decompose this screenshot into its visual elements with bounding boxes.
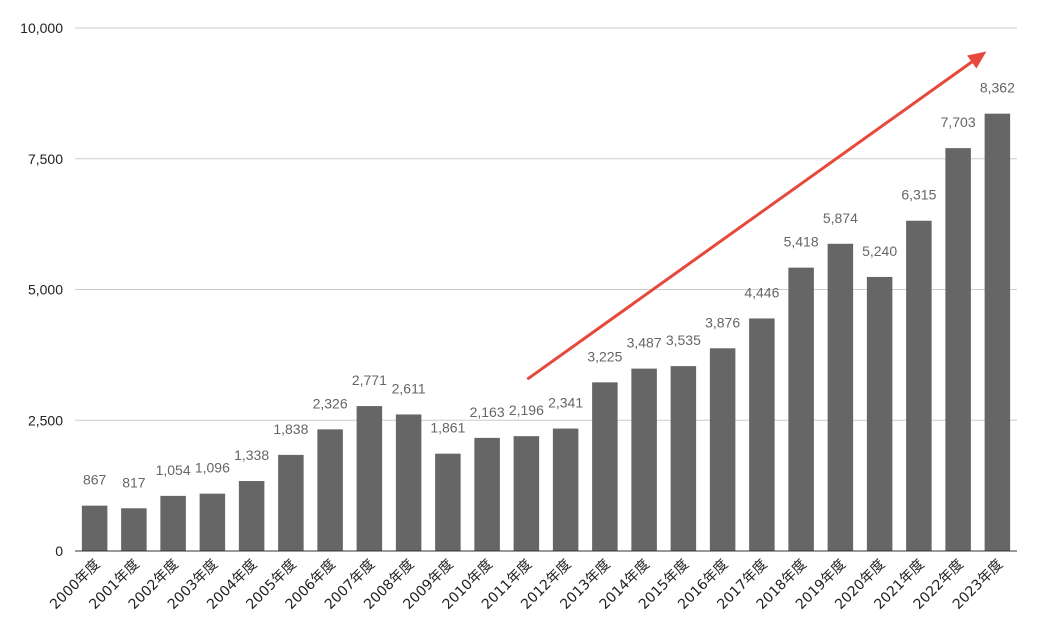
value-label: 1,338 bbox=[234, 447, 269, 463]
bar bbox=[435, 453, 461, 551]
bar bbox=[827, 243, 854, 551]
value-label: 3,535 bbox=[666, 332, 701, 348]
y-axis-ticks: 0 2,500 5,000 7,500 10,000 bbox=[20, 20, 63, 559]
y-tick-label: 5,000 bbox=[28, 282, 63, 298]
bar bbox=[395, 414, 422, 551]
value-label: 3,225 bbox=[587, 348, 622, 364]
y-tick-label: 0 bbox=[55, 543, 63, 559]
value-label: 2,771 bbox=[352, 372, 387, 388]
value-label: 5,874 bbox=[823, 210, 858, 226]
bar bbox=[199, 493, 226, 551]
bar bbox=[749, 318, 775, 551]
value-label: 1,096 bbox=[195, 460, 230, 476]
bar bbox=[356, 406, 383, 551]
bar bbox=[160, 495, 186, 551]
value-label: 3,487 bbox=[627, 335, 662, 351]
value-label: 1,861 bbox=[430, 420, 465, 436]
bar bbox=[984, 113, 1011, 552]
bars bbox=[81, 113, 1011, 552]
y-tick-label: 2,500 bbox=[28, 412, 63, 428]
value-label: 2,341 bbox=[548, 395, 583, 411]
bar bbox=[121, 508, 147, 551]
bar bbox=[317, 429, 343, 551]
bar bbox=[552, 428, 579, 551]
bar bbox=[709, 348, 736, 551]
trend-arrow bbox=[526, 51, 987, 380]
value-label: 7,703 bbox=[941, 114, 976, 130]
value-label: 2,326 bbox=[313, 395, 348, 411]
bar bbox=[945, 148, 971, 551]
y-tick-label: 7,500 bbox=[28, 151, 63, 167]
value-label: 867 bbox=[83, 472, 107, 488]
bar bbox=[670, 366, 697, 551]
value-label: 1,838 bbox=[273, 421, 308, 437]
trend-arrow-shaft bbox=[526, 60, 974, 380]
value-label: 6,315 bbox=[901, 187, 936, 203]
value-label: 4,446 bbox=[744, 284, 779, 300]
x-axis-labels: 2000年度2001年度2002年度2003年度2004年度2005年度2006… bbox=[47, 557, 1006, 613]
bar bbox=[592, 382, 618, 551]
value-label: 8,362 bbox=[980, 80, 1015, 96]
value-label: 2,196 bbox=[509, 402, 544, 418]
bar bbox=[238, 481, 265, 551]
bar bbox=[474, 437, 500, 551]
bar bbox=[81, 505, 108, 551]
value-label: 817 bbox=[122, 474, 146, 490]
bar bbox=[513, 436, 540, 551]
bar bbox=[866, 276, 893, 551]
value-label: 5,240 bbox=[862, 243, 897, 259]
value-label: 3,876 bbox=[705, 314, 740, 330]
value-label: 1,054 bbox=[156, 462, 191, 478]
bar bbox=[278, 454, 304, 551]
y-tick-label: 10,000 bbox=[20, 20, 63, 36]
bar bbox=[631, 368, 657, 551]
bar bbox=[906, 220, 932, 551]
value-label: 2,163 bbox=[470, 404, 505, 420]
bar bbox=[788, 267, 814, 551]
trend-arrow-head bbox=[967, 51, 987, 69]
gridlines bbox=[75, 27, 1017, 421]
value-label: 2,611 bbox=[392, 380, 426, 396]
value-label: 5,418 bbox=[784, 234, 819, 250]
